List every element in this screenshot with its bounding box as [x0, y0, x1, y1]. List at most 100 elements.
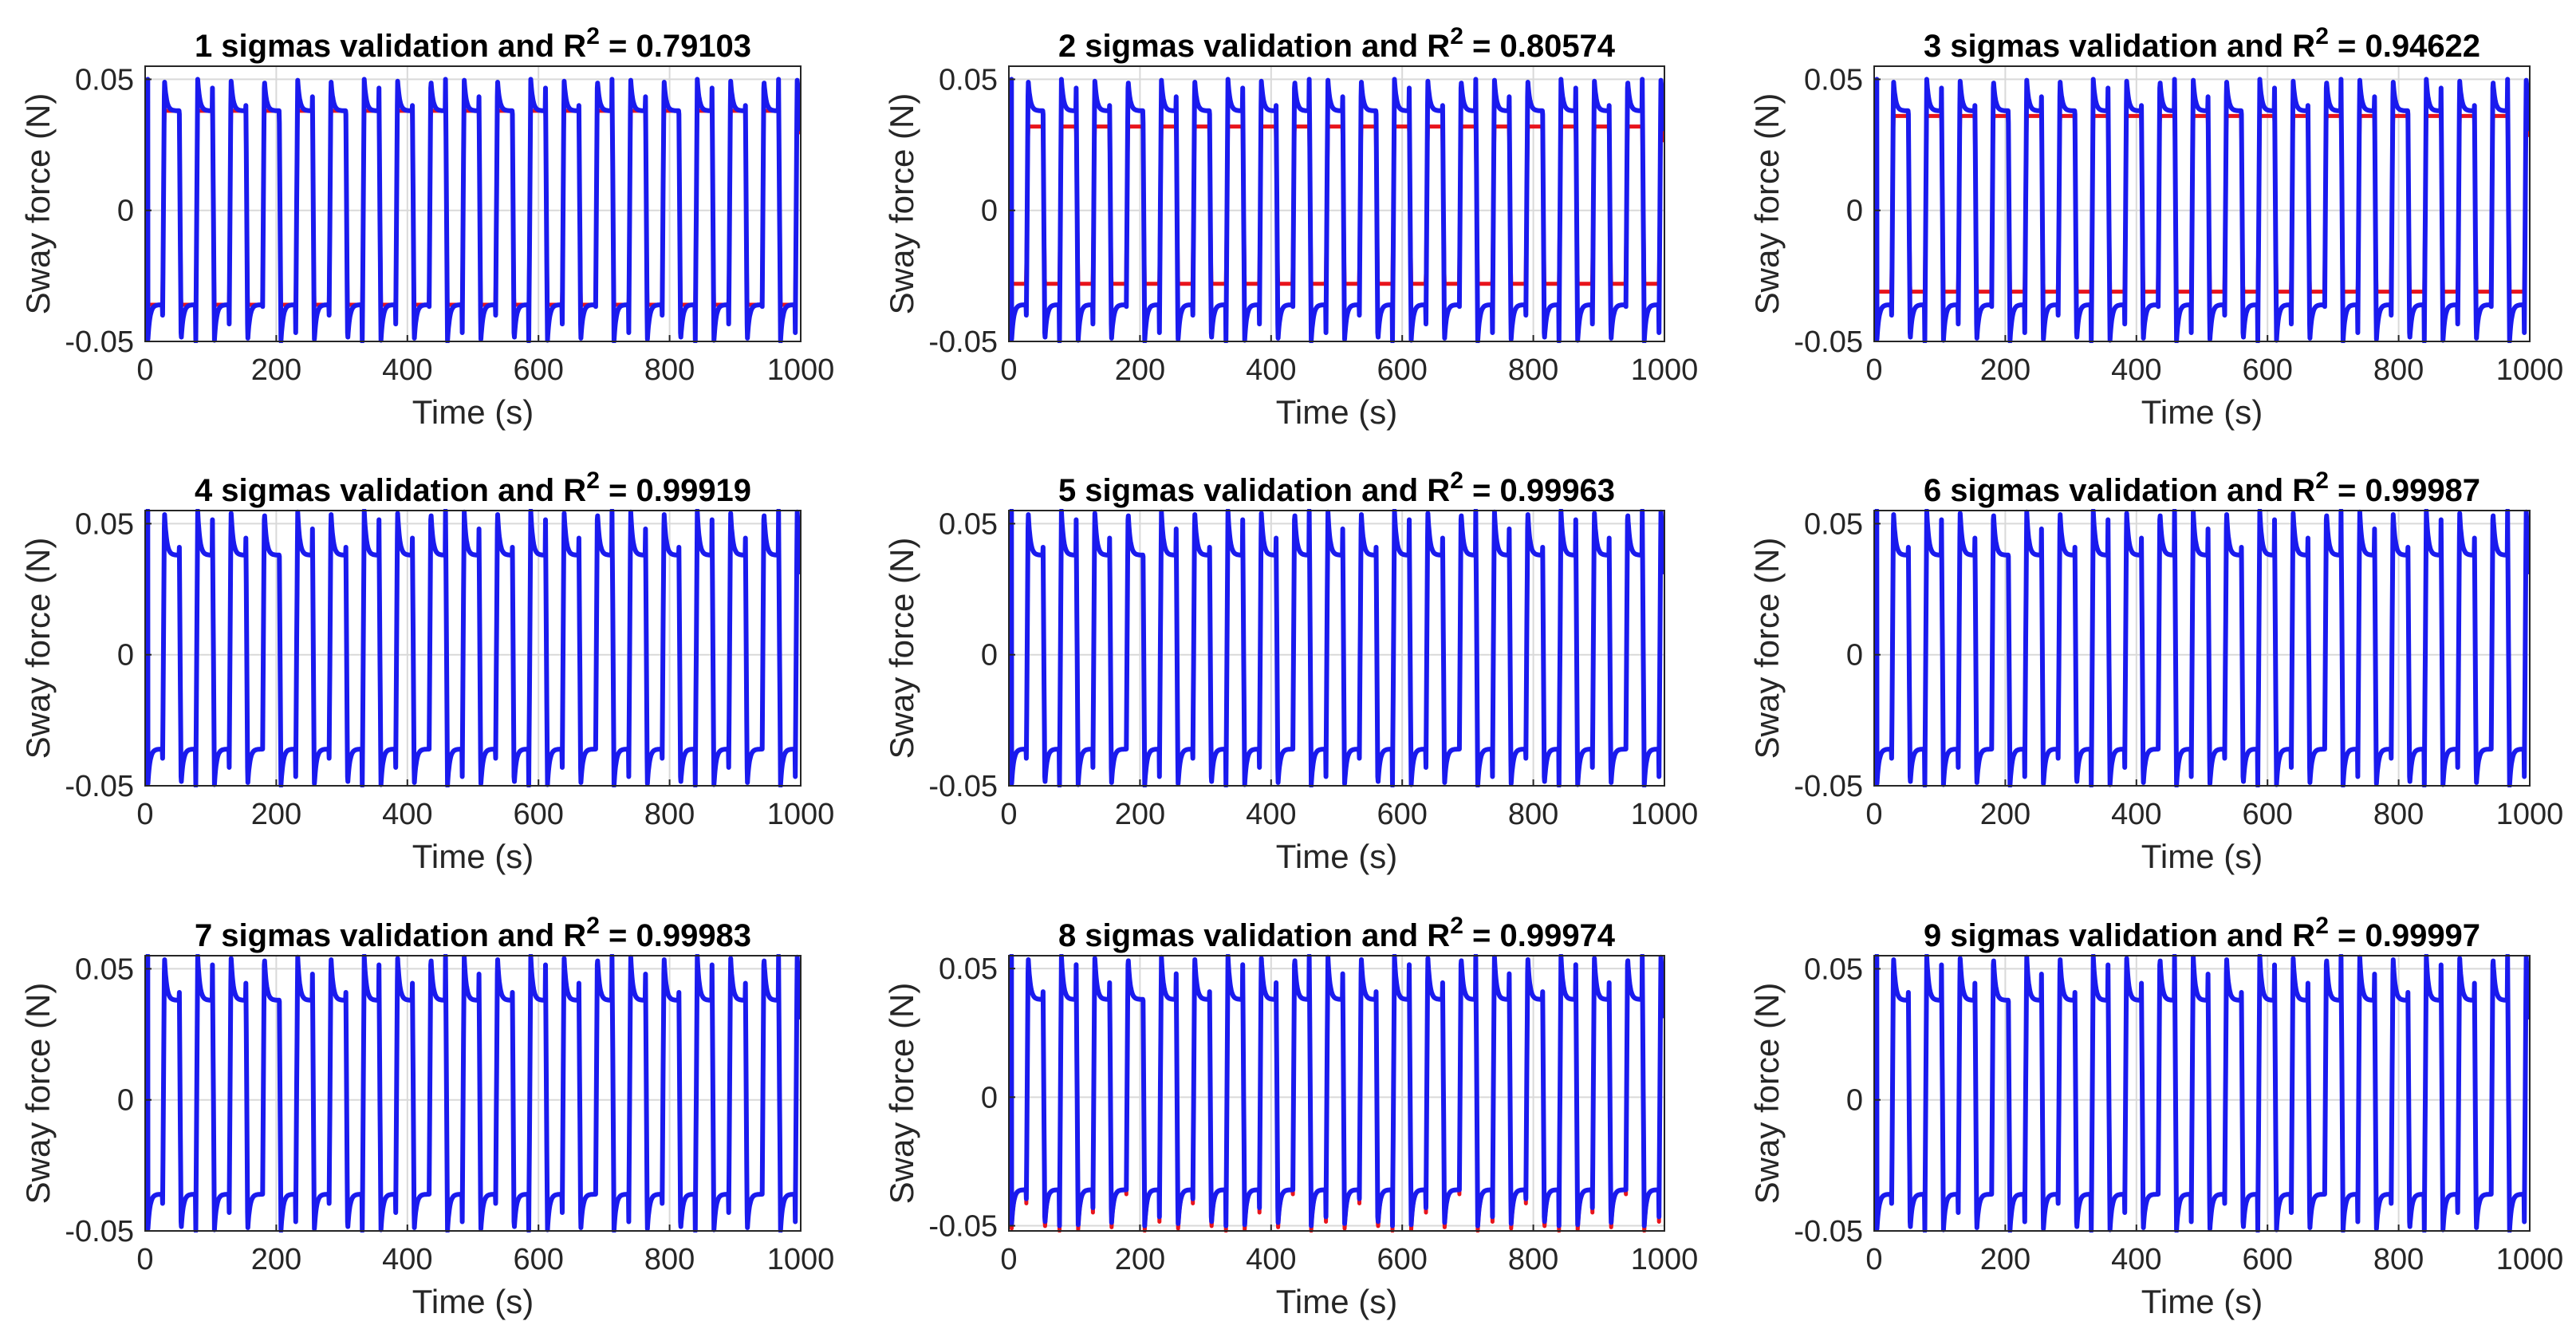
series-predicted: [1874, 77, 2530, 343]
series-predicted: [1009, 954, 1664, 1229]
y-tick-label: -0.05: [1794, 770, 1863, 803]
x-tick-label: 200: [1115, 798, 1165, 831]
axes-box: [1873, 65, 2531, 342]
title-superscript: 2: [1450, 913, 1463, 939]
y-tick-label: 0: [1846, 1084, 1863, 1118]
x-tick-label: 1000: [2496, 1243, 2564, 1276]
series-predicted: [145, 954, 801, 1233]
y-tick-label: -0.05: [928, 770, 998, 803]
x-tick-label: 200: [1980, 1243, 2030, 1276]
x-tick-label: 400: [1246, 1243, 1296, 1276]
title-r2-value: = 0.79103: [600, 29, 751, 64]
x-tick-label: 0: [1865, 798, 1882, 831]
x-tick-label: 1000: [2496, 798, 2564, 831]
title-r2-value: = 0.99963: [1463, 473, 1615, 508]
series-measured: [1009, 124, 1664, 286]
x-tick-label: 400: [2111, 798, 2161, 831]
title-r2-value: = 0.99974: [1463, 918, 1616, 953]
axes-box: [1008, 955, 1665, 1232]
x-tick-label: 800: [2373, 1243, 2424, 1276]
x-tick-label: 400: [382, 798, 432, 831]
x-tick-label: 1000: [767, 798, 835, 831]
x-tick-label: 400: [2111, 353, 2161, 387]
series-measured: [1874, 113, 2530, 294]
x-tick-label: 800: [644, 1243, 695, 1276]
x-tick-label: 200: [1980, 798, 2030, 831]
y-axis-label: Sway force (N): [1748, 983, 1786, 1205]
x-tick-label: 200: [251, 798, 301, 831]
y-tick-label: -0.05: [65, 1215, 134, 1248]
x-axis-label: Time (s): [2141, 838, 2263, 875]
axes-box: [144, 65, 802, 342]
x-tick-label: 0: [136, 353, 153, 387]
x-tick-label: 1000: [767, 353, 835, 387]
y-tick-label: 0.05: [75, 507, 134, 541]
y-axis-label: Sway force (N): [19, 93, 57, 315]
x-tick-label: 800: [644, 798, 695, 831]
title-r2-value: = 0.99997: [2329, 918, 2480, 953]
y-tick-label: 0.05: [939, 507, 998, 541]
series-predicted: [145, 509, 801, 787]
subplot-title: 7 sigmas validation and R2 = 0.99983: [195, 913, 751, 953]
x-tick-label: 600: [513, 798, 563, 831]
x-tick-label: 0: [1000, 798, 1017, 831]
x-tick-label: 400: [382, 353, 432, 387]
y-tick-label: 0.05: [939, 63, 998, 97]
x-tick-label: 0: [136, 798, 153, 831]
axes-box: [1008, 65, 1665, 342]
x-tick-label: 600: [1377, 1243, 1427, 1276]
x-tick-label: 1000: [2496, 353, 2564, 387]
series-predicted: [1009, 77, 1664, 343]
y-tick-label: 0: [981, 1081, 998, 1114]
x-tick-label: 0: [1000, 1243, 1017, 1276]
y-axis-label: Sway force (N): [19, 983, 57, 1205]
title-r2-value: = 0.99987: [2329, 473, 2480, 508]
y-tick-label: 0: [117, 639, 134, 672]
y-tick-label: 0.05: [939, 953, 998, 986]
x-tick-label: 200: [1980, 353, 2030, 387]
y-tick-label: -0.05: [1794, 1215, 1863, 1248]
x-tick-label: 600: [2242, 1243, 2292, 1276]
title-text: 5 sigmas validation and R: [1058, 473, 1450, 508]
title-superscript: 2: [2315, 913, 2329, 939]
x-tick-label: 400: [1246, 798, 1296, 831]
x-tick-label: 200: [1115, 1243, 1165, 1276]
y-tick-label: 0.05: [1804, 63, 1863, 97]
x-tick-label: 600: [2242, 353, 2292, 387]
y-axis-label: Sway force (N): [883, 93, 920, 315]
title-superscript: 2: [1450, 23, 1463, 49]
x-axis-label: Time (s): [412, 393, 534, 431]
title-r2-value: = 0.80574: [1463, 29, 1616, 64]
x-tick-label: 800: [1508, 798, 1558, 831]
title-text: 3 sigmas validation and R: [1924, 29, 2315, 64]
x-tick-label: 1000: [1631, 1243, 1699, 1276]
x-axis-label: Time (s): [1276, 1283, 1397, 1320]
x-axis-label: Time (s): [1276, 838, 1397, 875]
y-tick-label: 0.05: [1804, 507, 1863, 541]
title-superscript: 2: [1450, 467, 1463, 494]
title-text: 6 sigmas validation and R: [1924, 473, 2315, 508]
y-tick-label: -0.05: [1794, 325, 1863, 359]
axes-box: [144, 955, 802, 1232]
y-tick-label: 0: [981, 639, 998, 672]
axes-box: [1873, 955, 2531, 1232]
title-r2-value: = 0.99983: [600, 918, 751, 953]
x-tick-label: 800: [644, 353, 695, 387]
x-tick-label: 800: [2373, 353, 2424, 387]
x-tick-label: 600: [1377, 353, 1427, 387]
x-tick-label: 200: [251, 1243, 301, 1276]
title-text: 2 sigmas validation and R: [1058, 29, 1450, 64]
x-axis-label: Time (s): [412, 838, 534, 875]
title-superscript: 2: [586, 467, 600, 494]
y-tick-label: -0.05: [65, 770, 134, 803]
x-tick-label: 400: [2111, 1243, 2161, 1276]
subplot-title: 6 sigmas validation and R2 = 0.99987: [1924, 467, 2480, 508]
x-tick-label: 800: [1508, 353, 1558, 387]
